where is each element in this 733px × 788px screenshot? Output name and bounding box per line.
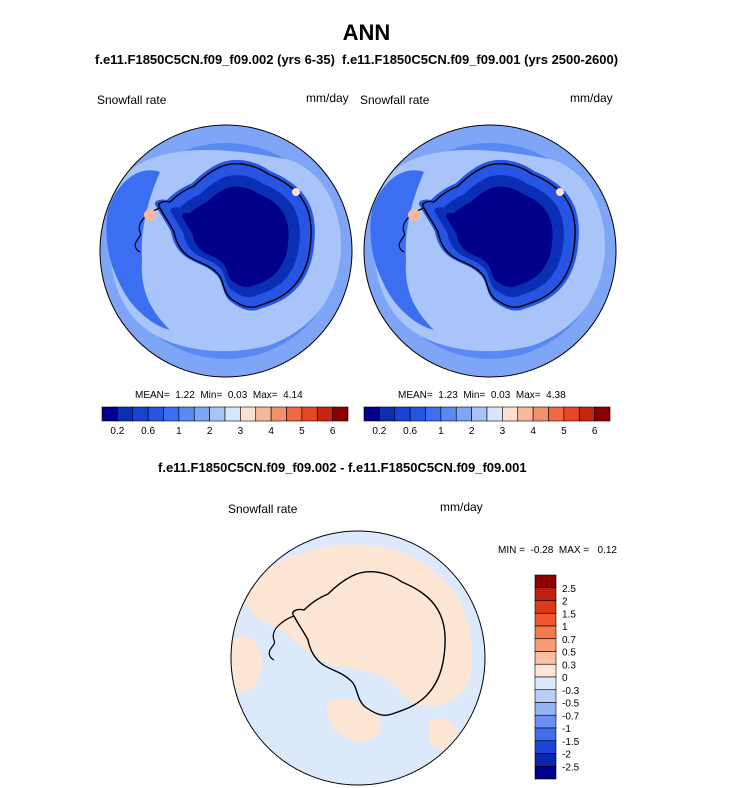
colorbar-diff-tick-label: 2.5 [562,584,576,595]
colorbar-diff-swatch [534,651,557,665]
colorbar-diff-tick-label: -1.5 [562,737,580,748]
colorbar-diff-swatch [534,714,557,729]
colorbar-diff-tick-label: 1 [562,622,568,633]
map-right [363,124,617,378]
colorbar-diff-tick-label: 0.5 [562,648,576,659]
colorbar-right-swatch [502,406,519,422]
colorbar-right-swatch [517,406,534,422]
colorbar-left-swatch [147,406,164,422]
colorbar-left-swatch [224,406,241,422]
colorbar-left-tick-label: 2 [207,426,213,437]
variable-label-diff: Snowfall rate [228,502,298,516]
colorbar-left-swatch [332,406,349,422]
colorbar-right-tick-label: 1 [438,426,444,437]
colorbar-right-swatch [455,406,472,422]
colorbar-diff-swatch [534,727,557,742]
colorbar-right-swatch [440,406,457,422]
colorbar-left-swatch [255,406,272,422]
colorbar-diff: 2.5 21.5 1 0.7 0.50.3 0 -0.3 -0.5-0.7 -1 -1.5 -2-2… [534,574,580,780]
colorbar-right-swatch [594,406,611,422]
colorbar-diff-tick-label: -0.3 [562,686,580,697]
colorbar-right-tick-label: 2 [469,426,475,437]
difference-title: f.e11.F1850C5CN.f09_f09.002 - f.e11.F185… [158,460,527,475]
colorbar-diff-tick-label: 2 [562,597,568,608]
colorbar-diff-swatch [534,702,557,716]
colorbar-left-swatch [209,406,226,422]
colorbar-right-tick-label: 5 [561,426,567,437]
colorbar-diff-swatch [534,638,557,652]
colorbar-diff-tick-label: 0.3 [562,660,576,671]
colorbar-left-swatch [193,406,210,422]
colorbar-diff-swatch [534,663,557,678]
colorbar-diff-tick-label: 0.7 [562,635,576,646]
colorbar-right-swatch [471,406,488,422]
colorbar-diff-swatch [534,625,557,640]
colorbar-left-tick-label: 0.6 [141,426,155,437]
stats-right: MEAN= 1.23 Min= 0.03 Max= 4.38 [398,390,566,401]
colorbar-left-tick-label: 6 [330,426,336,437]
colorbar-diff-tick-label: -2 [562,750,571,761]
colorbar-left-swatch [316,406,333,422]
colorbar-diff-swatch [534,612,557,627]
colorbar-diff-tick-label: 1.5 [562,609,576,620]
colorbar-right-swatch [578,406,595,422]
colorbar-diff-tick-label: -1 [562,724,571,735]
units-label-left: mm/day [306,91,349,105]
colorbar-left-swatch [301,406,318,422]
colorbar-left-tick-label: 5 [299,426,305,437]
colorbar-diff-swatch [534,765,557,780]
colorbar-diff-swatch [534,740,557,754]
colorbar-left-swatch [270,406,287,422]
colorbar-right-swatch [425,406,442,422]
colorbar-right-swatch [563,406,580,422]
colorbar-diff-swatch [534,574,557,589]
colorbar-right-swatch [548,406,565,422]
stats-diff: MIN = -0.28 MAX = 0.12 [498,545,617,556]
colorbar-right-tick-label: 4 [530,426,536,437]
colorbar-right-swatch [486,406,503,422]
colorbar-left-swatch [286,406,303,422]
colorbar-diff-swatch [534,689,557,703]
colorbar-left-swatch [178,406,195,422]
figure-title: ANN [342,20,391,45]
colorbar-diff-tick-label: -2.5 [562,762,580,773]
colorbar-right-swatch [379,406,396,422]
colorbar-right: 0.2 0.6 1 2 3 4 5 6 [363,406,611,437]
colorbar-right-tick-label: 0.6 [403,426,417,437]
case-label-right: f.e11.F1850C5CN.f09_f09.001 (yrs 2500-26… [342,52,619,67]
colorbar-left-tick-label: 3 [238,426,244,437]
colorbar-diff-swatch [534,600,557,614]
colorbar-left-swatch [117,406,134,422]
colorbar-diff-swatch [534,587,557,601]
units-label-right: mm/day [570,91,613,105]
colorbar-right-swatch [394,406,411,422]
colorbar-diff-tick-label: -0.5 [562,699,580,710]
colorbar-left-tick-label: 4 [268,426,274,437]
colorbar-left-swatch [163,406,180,422]
colorbar-left-swatch [132,406,149,422]
colorbar-right-tick-label: 0.2 [372,426,386,437]
colorbar-left-swatch [101,406,118,422]
colorbar-left-tick-label: 0.2 [110,426,124,437]
colorbar-diff-tick-label: 0 [562,673,568,684]
colorbar-left-tick-label: 1 [176,426,182,437]
colorbar-right-tick-label: 3 [500,426,506,437]
colorbar-diff-swatch [534,676,557,691]
colorbar-diff-tick-label: -0.7 [562,711,580,722]
colorbar-left-swatch [240,406,257,422]
variable-label-left: Snowfall rate [97,93,167,107]
map-diff [230,530,486,786]
colorbar-left: 0.2 0.6 1 2 3 4 5 6 [101,406,349,437]
colorbar-diff-swatch [534,753,557,767]
colorbar-right-swatch [532,406,549,422]
colorbar-right-tick-label: 6 [592,426,598,437]
colorbar-right-swatch [409,406,426,422]
case-label-left: f.e11.F1850C5CN.f09_f09.002 (yrs 6-35) [95,52,335,67]
variable-label-right: Snowfall rate [360,93,430,107]
colorbar-right-swatch [363,406,380,422]
stats-left: MEAN= 1.22 Min= 0.03 Max= 4.14 [135,390,303,401]
map-left [99,124,353,378]
units-label-diff: mm/day [440,500,483,514]
